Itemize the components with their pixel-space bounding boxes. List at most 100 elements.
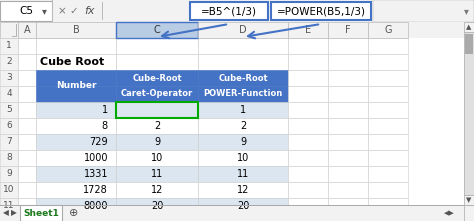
Text: 2: 2: [6, 57, 12, 67]
Bar: [52, 0, 53, 22]
Bar: [116, 102, 198, 118]
Bar: [464, 195, 474, 205]
Text: 1: 1: [240, 105, 246, 115]
Bar: [368, 54, 408, 70]
Bar: [198, 182, 288, 198]
Bar: [18, 118, 36, 134]
Bar: [328, 198, 368, 214]
Bar: [36, 38, 116, 54]
Bar: [0, 205, 474, 221]
Bar: [198, 70, 288, 86]
Text: 3: 3: [6, 74, 12, 82]
Bar: [0, 182, 18, 198]
Bar: [36, 102, 116, 118]
Bar: [368, 118, 408, 134]
Bar: [328, 134, 368, 150]
Bar: [18, 22, 36, 38]
Text: D: D: [239, 25, 247, 35]
Bar: [288, 118, 328, 134]
Bar: [288, 134, 328, 150]
Text: A: A: [24, 25, 30, 35]
Bar: [18, 134, 36, 150]
Bar: [0, 102, 18, 118]
Text: ×: ×: [58, 6, 66, 16]
Text: 1331: 1331: [83, 169, 108, 179]
Bar: [288, 102, 328, 118]
Bar: [464, 22, 474, 32]
Bar: [198, 198, 288, 214]
Bar: [116, 118, 198, 134]
Text: 10: 10: [151, 153, 163, 163]
Text: 1: 1: [6, 42, 12, 51]
Bar: [198, 118, 288, 134]
Bar: [368, 182, 408, 198]
Bar: [0, 134, 18, 150]
Bar: [288, 198, 328, 214]
Bar: [116, 198, 198, 214]
Bar: [368, 150, 408, 166]
Bar: [18, 38, 36, 54]
Bar: [116, 38, 198, 54]
Text: 2: 2: [240, 121, 246, 131]
Bar: [18, 54, 36, 70]
Bar: [0, 22, 474, 38]
Bar: [0, 70, 18, 86]
Bar: [368, 134, 408, 150]
Bar: [465, 34, 473, 54]
Text: 10: 10: [3, 185, 15, 194]
Bar: [18, 150, 36, 166]
Bar: [198, 38, 288, 54]
Text: ⊕: ⊕: [69, 208, 79, 218]
Bar: [36, 166, 116, 182]
Bar: [116, 22, 198, 38]
Bar: [102, 2, 103, 20]
Text: G: G: [384, 25, 392, 35]
Bar: [116, 54, 198, 70]
Bar: [116, 134, 198, 150]
Text: 8: 8: [102, 121, 108, 131]
Bar: [18, 86, 36, 102]
Bar: [198, 102, 288, 118]
Text: B: B: [73, 25, 79, 35]
Bar: [116, 150, 198, 166]
Bar: [288, 86, 328, 102]
Bar: [116, 182, 198, 198]
Text: 1000: 1000: [83, 153, 108, 163]
Text: 11: 11: [237, 169, 249, 179]
Text: Cube-Root: Cube-Root: [218, 74, 268, 83]
Bar: [328, 182, 368, 198]
Bar: [328, 102, 368, 118]
Bar: [368, 198, 408, 214]
Bar: [18, 166, 36, 182]
Bar: [0, 205, 474, 206]
Text: 7: 7: [6, 137, 12, 147]
Bar: [328, 166, 368, 182]
Bar: [36, 134, 116, 150]
Bar: [18, 198, 36, 214]
Bar: [0, 198, 18, 214]
Bar: [116, 70, 198, 86]
Text: ◀▶: ◀▶: [444, 210, 455, 216]
Bar: [198, 150, 288, 166]
Text: Number: Number: [56, 82, 96, 91]
Text: ▶: ▶: [11, 208, 17, 217]
Text: 5: 5: [6, 105, 12, 114]
Text: 4: 4: [6, 90, 12, 99]
Bar: [18, 182, 36, 198]
Bar: [36, 182, 116, 198]
Bar: [116, 102, 198, 118]
Bar: [328, 86, 368, 102]
Bar: [36, 118, 116, 134]
Bar: [0, 0, 474, 22]
Bar: [0, 118, 18, 134]
Text: =B5^(1/3): =B5^(1/3): [201, 6, 257, 16]
Text: 9: 9: [240, 137, 246, 147]
Bar: [328, 22, 368, 38]
Bar: [328, 38, 368, 54]
Text: =POWER(B5,1/3): =POWER(B5,1/3): [276, 6, 365, 16]
Bar: [328, 54, 368, 70]
Bar: [288, 70, 328, 86]
Text: POWER-Function: POWER-Function: [203, 89, 283, 98]
Bar: [198, 134, 288, 150]
Bar: [288, 22, 328, 38]
